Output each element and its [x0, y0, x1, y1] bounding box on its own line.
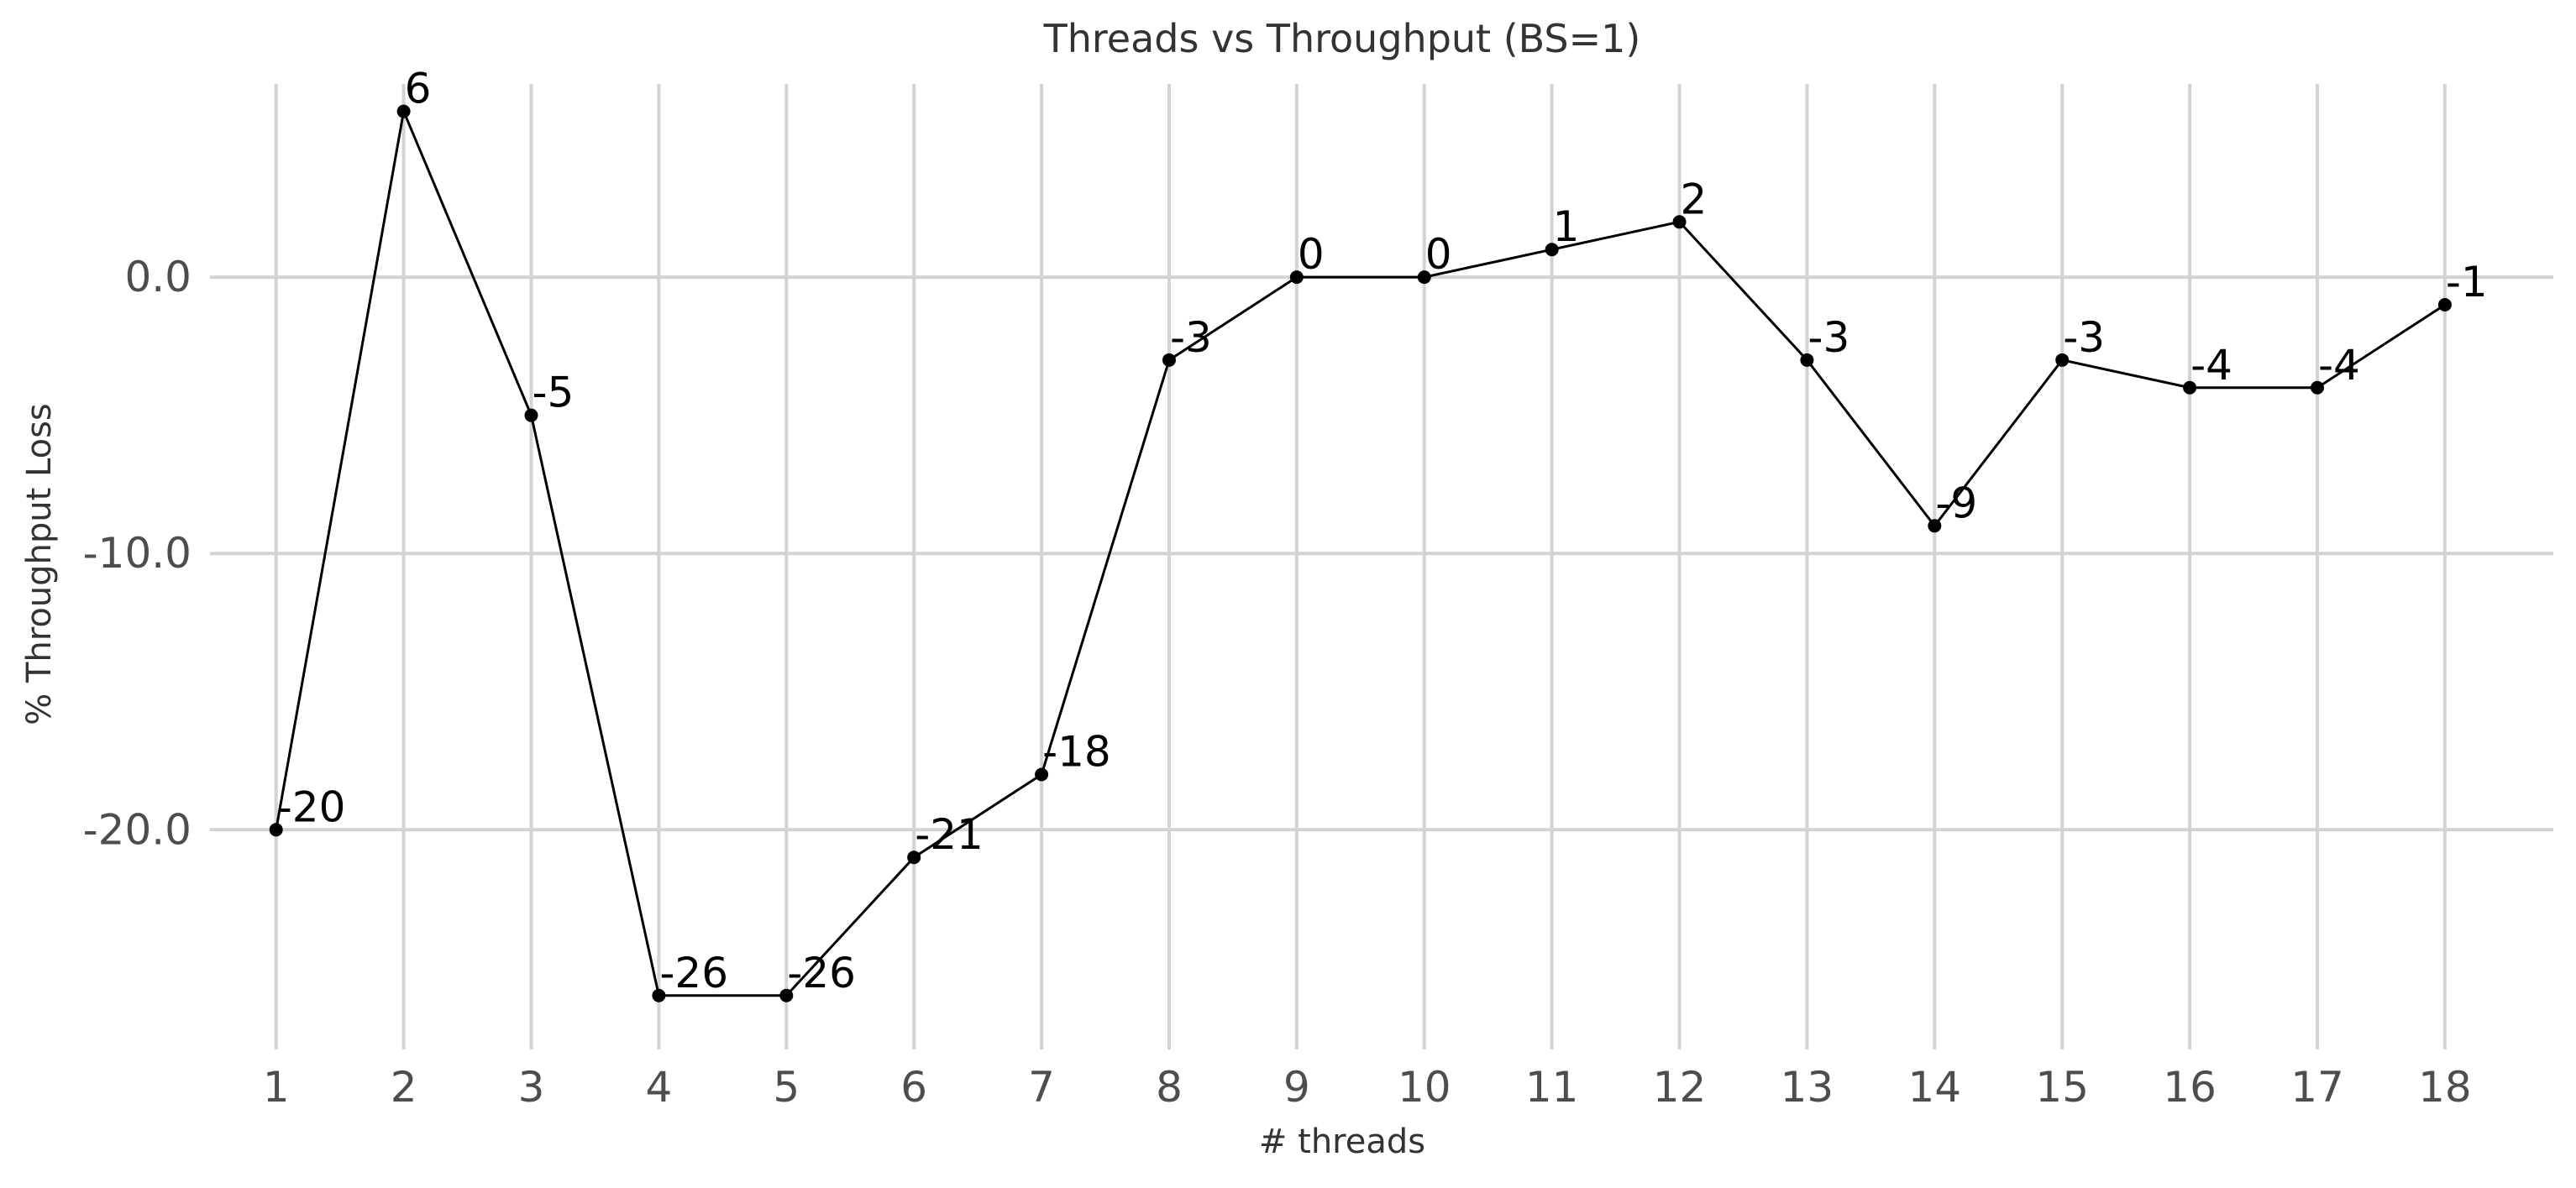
y-tick-label: -10.0: [83, 529, 191, 578]
chart-title: Threads vs Throughput (BS=1): [1043, 16, 1641, 61]
data-label: 0: [1298, 230, 1325, 279]
x-axis-label: # threads: [1259, 1123, 1425, 1161]
y-axis-label: % Throughput Loss: [20, 403, 59, 725]
x-tick-label: 1: [263, 1063, 290, 1112]
data-label: -4: [2190, 341, 2232, 390]
data-point: [1417, 270, 1431, 285]
x-tick-label: 13: [1781, 1063, 1834, 1112]
x-tick-label: 11: [1525, 1063, 1579, 1112]
data-label: 2: [1681, 175, 1708, 223]
data-point: [2055, 353, 2070, 367]
data-label: -18: [1042, 727, 1111, 776]
x-tick-label: 3: [518, 1063, 545, 1112]
data-point: [1545, 243, 1559, 257]
series-line: [275, 107, 2446, 997]
data-label: -9: [1935, 479, 1977, 527]
x-tick-label: 18: [2418, 1063, 2472, 1112]
x-tick-label: 9: [1283, 1063, 1310, 1112]
x-tick-label: 2: [391, 1063, 417, 1112]
data-label: -3: [1170, 313, 1212, 362]
x-tick-label: 10: [1398, 1063, 1451, 1112]
data-point: [269, 823, 283, 837]
x-tick-label: 15: [2035, 1063, 2089, 1112]
x-tick-label: 16: [2163, 1063, 2217, 1112]
data-point: [2183, 380, 2197, 395]
data-point: [524, 408, 538, 422]
data-point: [1289, 270, 1304, 285]
data-label: -3: [1807, 313, 1849, 362]
x-tick-label: 14: [1908, 1063, 1962, 1112]
data-label: -1: [2446, 258, 2488, 306]
x-tick-label: 5: [773, 1063, 800, 1112]
data-point: [1800, 353, 1814, 367]
x-tick-label: 17: [2290, 1063, 2344, 1112]
data-point: [396, 104, 411, 118]
x-tick-label: 12: [1653, 1063, 1707, 1112]
data-point: [1035, 767, 1049, 782]
tick-labels: 1 2 3 4 5 6 7 8 9 10 11 12 13 14 15 16 17 180.0-10.0-20.0: [83, 253, 2472, 1112]
y-tick-label: 0.0: [124, 253, 191, 301]
data-point: [907, 850, 921, 865]
data-point: [2311, 380, 2324, 395]
x-tick-label: 7: [1028, 1063, 1055, 1112]
data-label: 1: [1553, 202, 1580, 251]
x-tick-label: 8: [1156, 1063, 1183, 1112]
data-point: [1162, 353, 1176, 367]
x-tick-label: 6: [900, 1063, 927, 1112]
data-point: [652, 988, 666, 1002]
data-labels: -20 6 -5 -26 -26 -21 -18 -3 0 0 1 2 -3 -9 -3 -4 -4 -1: [277, 65, 2488, 997]
data-point: [1928, 519, 1942, 533]
data-point: [2437, 298, 2452, 312]
x-tick-label: 4: [645, 1063, 672, 1112]
data-label: -5: [533, 369, 574, 417]
data-label: -26: [659, 949, 728, 997]
data-point: [779, 988, 794, 1002]
data-label: -20: [277, 782, 346, 831]
data-label: -3: [2063, 313, 2105, 362]
data-label: 0: [1425, 230, 1452, 279]
grid: [210, 84, 2553, 1049]
data-label: 6: [405, 65, 432, 113]
data-label: -4: [2318, 341, 2360, 390]
data-point: [1672, 215, 1687, 229]
data-label: -21: [915, 810, 984, 859]
series-layer: [269, 104, 2452, 1002]
data-label: -26: [787, 949, 856, 997]
y-tick-label: -20.0: [83, 805, 191, 854]
